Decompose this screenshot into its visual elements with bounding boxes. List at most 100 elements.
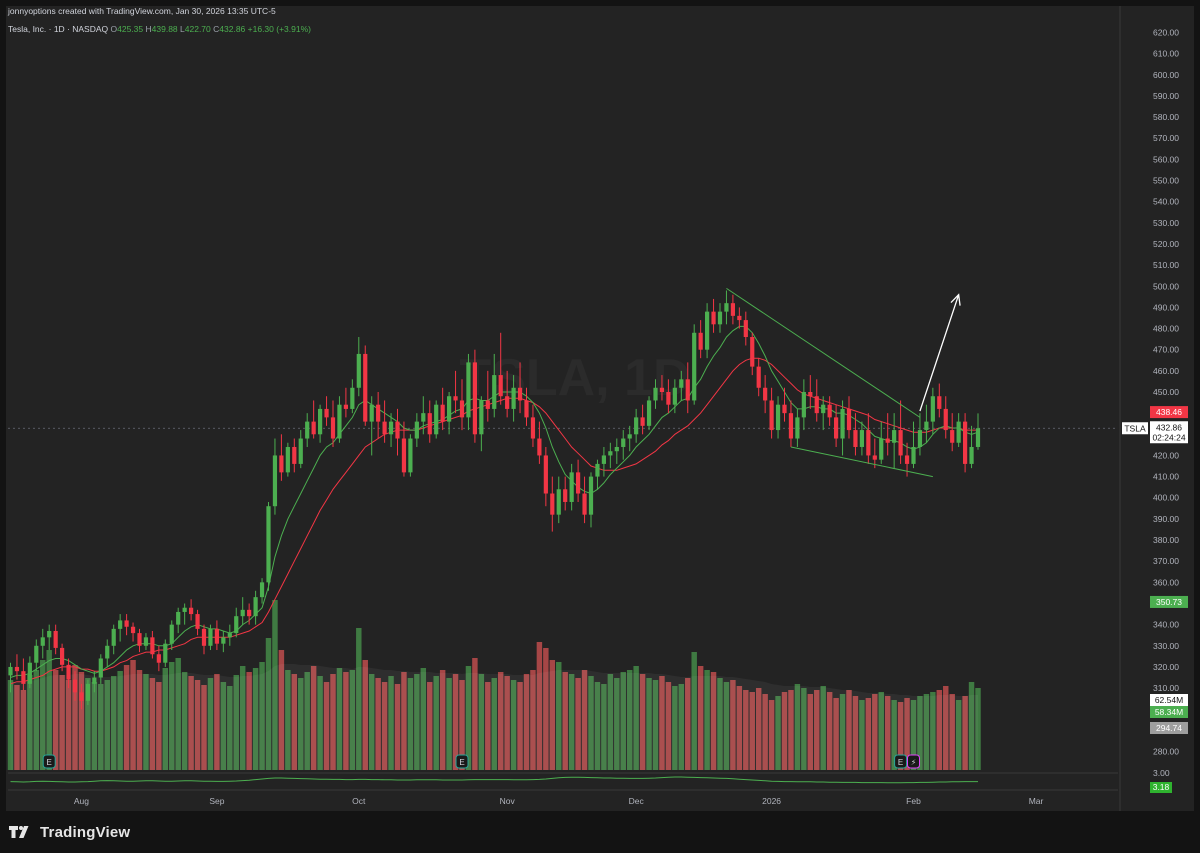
volume-bar: [639, 674, 646, 770]
price-axis-tick: 500.00: [1153, 281, 1179, 291]
svg-text:E: E: [459, 758, 464, 767]
volume-bar: [227, 686, 233, 770]
volume-bar: [594, 682, 601, 770]
candle-body: [382, 421, 387, 435]
volume-bar: [407, 678, 414, 770]
candle-body: [176, 611, 181, 625]
tradingview-logo-icon: [9, 826, 29, 838]
high-label: H: [145, 24, 152, 34]
candle-body: [195, 614, 200, 629]
volume-bar: [652, 680, 659, 770]
candle-body: [588, 476, 594, 515]
volume-bar: [491, 678, 497, 770]
volume-bar: [826, 692, 833, 770]
volume-bar: [27, 675, 33, 770]
candle-body: [459, 400, 465, 418]
candle-body: [150, 637, 155, 655]
projection-arrow-line: [919, 294, 960, 412]
price-axis-tick: 320.00: [1153, 662, 1179, 672]
candle-body: [827, 404, 832, 418]
candle-body: [111, 628, 116, 646]
volume-bar: [362, 660, 368, 770]
candle-body: [750, 337, 755, 367]
earnings-marker[interactable]: E: [894, 754, 908, 769]
volume-bar: [298, 678, 304, 770]
volume-bar: [394, 684, 401, 770]
volume-bar: [510, 680, 517, 770]
candle-body: [563, 489, 568, 502]
bar-countdown: 02:24:24: [1152, 432, 1185, 442]
volume-bar: [794, 684, 801, 770]
candle-body: [479, 400, 484, 435]
volume-bar: [317, 676, 323, 770]
candle-body: [427, 413, 432, 435]
candle-body: [401, 438, 407, 473]
candle-body: [118, 620, 123, 629]
candle-body: [124, 620, 129, 627]
price-axis-tick: 490.00: [1153, 302, 1179, 312]
volume-bar: [633, 666, 639, 770]
volume-bar: [646, 678, 652, 770]
low-label: L: [180, 24, 185, 34]
volume-bar: [65, 680, 72, 770]
symbol-title: Tesla, Inc. · 1D · NASDAQ: [8, 24, 109, 34]
vol-ma-tag: 62.54M: [1155, 695, 1183, 705]
volume-bar: [265, 638, 272, 770]
volume-bar: [414, 674, 420, 770]
candle-body: [247, 609, 252, 617]
volume-bar: [852, 696, 859, 770]
volume-bar: [104, 680, 110, 770]
last-price-tag: 432.86: [1156, 422, 1182, 432]
volume-bar: [91, 682, 98, 770]
vol-low-tag: 294.74: [1156, 723, 1182, 733]
volume-bar: [452, 674, 459, 770]
volume-bar: [517, 682, 523, 770]
candle-body: [350, 387, 355, 409]
volume-bar: [704, 670, 710, 770]
candle-body: [343, 404, 348, 409]
earnings-marker[interactable]: E: [455, 754, 469, 769]
candle-body: [143, 637, 149, 646]
volume-bar: [110, 676, 117, 770]
volume-bar: [117, 671, 123, 770]
volume-bar: [169, 662, 175, 770]
volume-bar: [556, 662, 562, 770]
candle-body: [717, 311, 723, 325]
candle-body: [98, 658, 103, 678]
candle-body: [801, 392, 806, 418]
volume-bar: [194, 680, 201, 770]
candle-body: [975, 428, 981, 447]
earnings-marker[interactable]: E: [42, 754, 56, 769]
dividend-marker[interactable]: ⚡: [907, 754, 920, 769]
ohlc-legend[interactable]: Tesla, Inc. · 1D · NASDAQ O425.35 H439.8…: [8, 24, 311, 34]
volume-bar: [181, 672, 188, 770]
candle-body: [859, 430, 864, 447]
candle-body: [272, 455, 278, 507]
volume-bar: [723, 682, 730, 770]
candle-body: [640, 417, 645, 426]
close-value: 432.86: [219, 24, 246, 34]
volume-bar: [975, 688, 981, 770]
volume-bar: [665, 682, 672, 770]
candle-body: [234, 616, 239, 634]
candle-body: [356, 353, 361, 388]
volume-bar: [401, 672, 407, 770]
volume-bar: [20, 690, 27, 770]
candle-body: [156, 654, 161, 663]
candle-body: [911, 446, 916, 464]
volume-bar: [936, 690, 943, 770]
candle-body: [885, 438, 890, 443]
candle-body: [376, 404, 381, 422]
high-value: 439.88: [151, 24, 178, 34]
price-axis-tick: 530.00: [1153, 218, 1179, 228]
candle-body: [60, 647, 65, 665]
volume-bar: [962, 696, 968, 770]
price-axis-tick: 550.00: [1153, 176, 1179, 186]
candle-body: [34, 645, 39, 663]
candle-body: [840, 408, 845, 439]
candle-body: [227, 633, 232, 638]
volume-bar: [472, 658, 478, 770]
symbol-tag: TSLA: [1124, 423, 1146, 433]
candle-body: [569, 472, 574, 502]
